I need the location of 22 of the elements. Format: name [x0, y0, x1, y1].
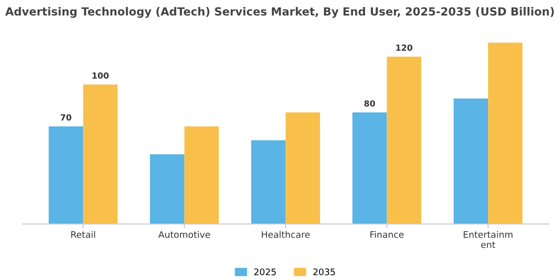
legend-label: 2035 [313, 268, 335, 276]
bar [184, 126, 219, 224]
x-tick-label: Automotive [158, 230, 210, 238]
data-label: 120 [396, 44, 412, 51]
bar [251, 140, 286, 224]
chart-title: Advertising Technology (AdTech) Services Market, By End User, 2025-2035 (USD Billion) [5, 7, 554, 18]
x-tick-label: Finance [370, 230, 404, 238]
bar [488, 42, 522, 224]
bar [48, 126, 84, 224]
x-tick-label: Entertainment [464, 230, 512, 248]
bar [454, 98, 488, 224]
x-tick-label: Healthcare [262, 230, 310, 238]
bar [83, 84, 118, 224]
data-label: 70 [60, 114, 72, 121]
legend-label: 2025 [254, 268, 276, 276]
bar [286, 112, 320, 224]
x-tick-label: Retail [71, 230, 96, 238]
data-label: 80 [364, 100, 376, 107]
bar [352, 112, 387, 224]
bar [150, 154, 184, 224]
bar [386, 56, 422, 224]
data-label: 100 [92, 72, 109, 79]
